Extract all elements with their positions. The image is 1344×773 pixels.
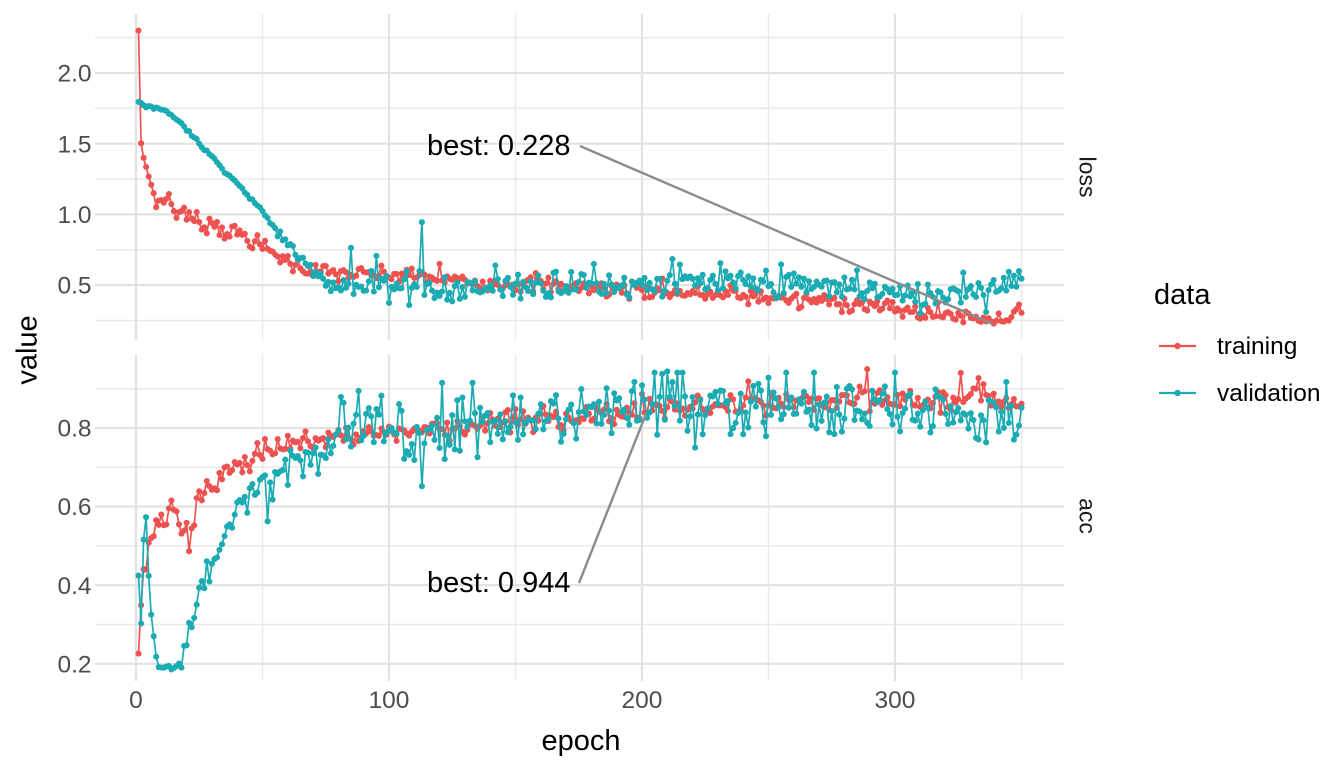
svg-text:0.2: 0.2	[57, 651, 91, 678]
svg-text:1.0: 1.0	[57, 202, 91, 229]
svg-text:0.5: 0.5	[57, 273, 91, 300]
svg-text:0.6: 0.6	[57, 494, 91, 521]
svg-text:data: data	[1154, 279, 1211, 311]
svg-text:0.4: 0.4	[57, 573, 91, 600]
svg-text:best: 0.228: best: 0.228	[427, 130, 571, 162]
svg-text:epoch: epoch	[541, 725, 620, 757]
svg-text:value: value	[12, 315, 44, 384]
svg-text:training: training	[1217, 333, 1297, 360]
svg-text:best: 0.944: best: 0.944	[427, 567, 571, 599]
svg-text:0.8: 0.8	[57, 416, 91, 443]
svg-text:300: 300	[875, 687, 916, 714]
svg-text:200: 200	[622, 687, 663, 714]
svg-text:1.5: 1.5	[57, 131, 91, 158]
svg-text:100: 100	[369, 687, 410, 714]
svg-text:loss: loss	[1075, 157, 1101, 198]
svg-text:2.0: 2.0	[57, 61, 91, 88]
svg-text:0: 0	[129, 687, 143, 714]
svg-text:validation: validation	[1217, 380, 1321, 407]
svg-text:acc: acc	[1075, 498, 1101, 534]
